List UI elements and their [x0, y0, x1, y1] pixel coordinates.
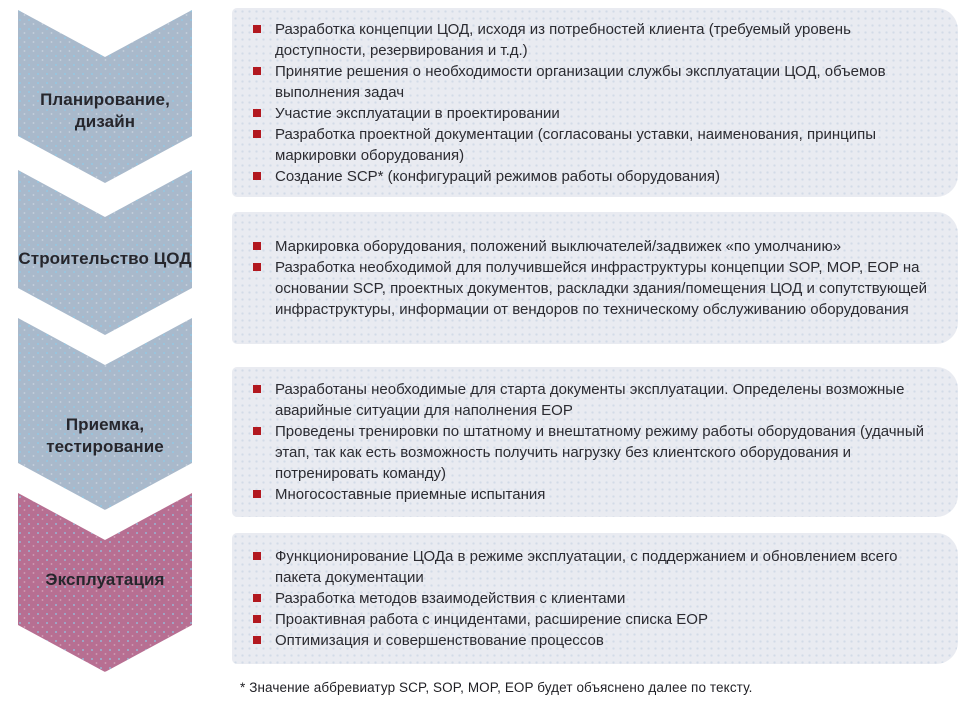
bullet-icon — [253, 636, 261, 644]
stage-chevron-column — [18, 10, 192, 672]
bullet-icon — [253, 24, 261, 33]
list-item: Разработка проектной документации (согла… — [252, 124, 932, 166]
bullet-text: Маркировка оборудования, положений выклю… — [275, 238, 842, 255]
bullet-list: Разработка концепции ЦОД, исходя из потр… — [252, 19, 932, 187]
footnote: * Значение аббревиатур SCP, SOP, MOP, EO… — [240, 680, 753, 695]
bullet-list: Разработаны необходимые для старта докум… — [252, 379, 932, 505]
bullet-text: Разработка необходимой для получившейся … — [275, 259, 928, 318]
stage-label-planning: Планирование, дизайн — [40, 90, 170, 131]
bullet-text: Многосоставные приемные испытания — [275, 486, 546, 503]
bullet-list: Маркировка оборудования, положений выклю… — [252, 236, 932, 320]
bullet-text: Функционирование ЦОДа в режиме эксплуата… — [275, 548, 898, 586]
list-item: Разработка методов взаимодействия с клие… — [252, 588, 932, 609]
bullet-text: Разработаны необходимые для старта докум… — [275, 381, 905, 419]
list-item: Маркировка оборудования, положений выклю… — [252, 236, 932, 257]
list-item: Принятие решения о необходимости организ… — [252, 61, 932, 103]
chevron-construction-texture — [18, 170, 192, 335]
bullet-text: Разработка методов взаимодействия с клие… — [275, 590, 626, 607]
stage-box-construction: Маркировка оборудования, положений выклю… — [232, 212, 958, 344]
bullet-icon — [253, 171, 261, 180]
list-item: Проведены тренировки по штатному и внешт… — [252, 421, 932, 484]
bullet-text: Проактивная работа с инцидентами, расшир… — [275, 611, 708, 628]
stage-box-acceptance: Разработаны необходимые для старта докум… — [232, 367, 958, 517]
chevron-planning-texture — [18, 10, 192, 183]
bullet-icon — [253, 615, 261, 623]
bullet-icon — [253, 594, 261, 602]
bullet-icon — [253, 129, 261, 138]
bullet-text: Проведены тренировки по штатному и внешт… — [275, 423, 924, 482]
bullet-text: Разработка концепции ЦОД, исходя из потр… — [275, 20, 851, 59]
bullet-icon — [253, 66, 261, 75]
stage-label-operation: Эксплуатация — [45, 570, 165, 589]
list-item: Функционирование ЦОДа в режиме эксплуата… — [252, 546, 932, 588]
bullet-text: Участие эксплуатации в проектировании — [275, 104, 560, 122]
stage-box-operation: Функционирование ЦОДа в режиме эксплуата… — [232, 533, 958, 664]
list-item: Разработка концепции ЦОД, исходя из потр… — [252, 19, 932, 61]
bullet-text: Принятие решения о необходимости организ… — [275, 62, 886, 101]
bullet-list: Функционирование ЦОДа в режиме эксплуата… — [252, 546, 932, 651]
bullet-icon — [253, 427, 261, 435]
bullet-icon — [253, 552, 261, 560]
bullet-text: Создание SCP* (конфигураций режимов рабо… — [275, 167, 721, 185]
list-item: Оптимизация и совершенствование процессо… — [252, 630, 932, 651]
list-item: Участие эксплуатации в проектировании — [252, 103, 932, 124]
stage-box-planning: Разработка концепции ЦОД, исходя из потр… — [232, 8, 958, 197]
list-item: Разработка необходимой для получившейся … — [252, 257, 932, 320]
list-item: Разработаны необходимые для старта докум… — [252, 379, 932, 421]
chevron-operation-texture — [18, 493, 192, 672]
list-item: Проактивная работа с инцидентами, расшир… — [252, 609, 932, 630]
bullet-text: Оптимизация и совершенствование процессо… — [275, 632, 604, 649]
stage-label-construction: Строительство ЦОД — [18, 249, 192, 268]
list-item: Создание SCP* (конфигураций режимов рабо… — [252, 166, 932, 187]
bullet-icon — [253, 108, 261, 117]
bullet-icon — [253, 490, 261, 498]
bullet-icon — [253, 263, 261, 271]
bullet-icon — [253, 242, 261, 250]
list-item: Многосоставные приемные испытания — [252, 484, 932, 505]
bullet-icon — [253, 385, 261, 393]
bullet-text: Разработка проектной документации (согла… — [275, 125, 876, 164]
stage-label-acceptance: Приемка, тестирование — [46, 415, 164, 456]
chevron-acceptance-texture — [18, 318, 192, 510]
